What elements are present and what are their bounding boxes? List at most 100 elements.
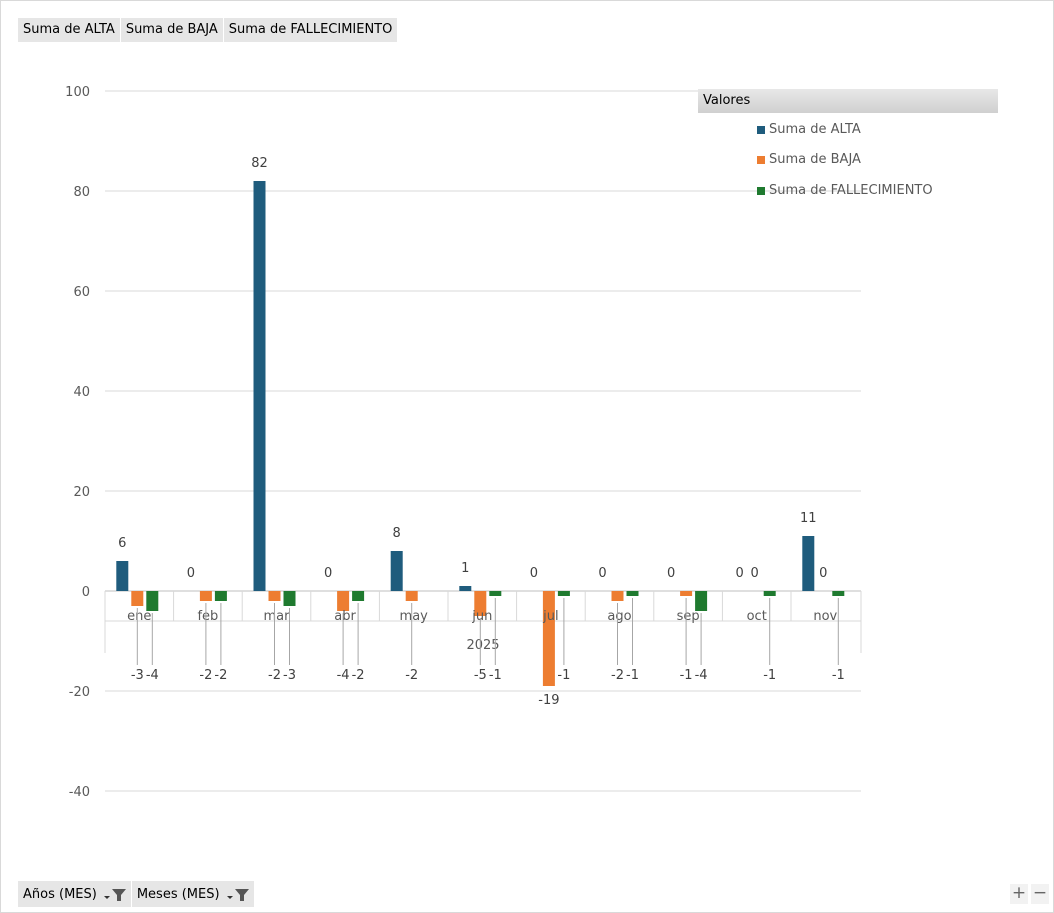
data-label: 11: [800, 511, 817, 526]
data-label: -2: [199, 668, 212, 683]
field-button-alta[interactable]: Suma de ALTA: [18, 18, 121, 42]
bar: [214, 591, 227, 601]
data-label: 0: [598, 566, 606, 581]
value-field-buttons: Suma de ALTA Suma de BAJA Suma de FALLEC…: [18, 18, 399, 42]
x-tick-label: mar: [264, 609, 291, 624]
data-label: 0: [751, 566, 759, 581]
data-label: -1: [626, 668, 639, 683]
legend-title: Valores: [698, 89, 998, 113]
filter-button-months[interactable]: Meses (MES): [131, 881, 255, 907]
legend-swatch-baja: [757, 155, 765, 164]
data-label: -1: [763, 668, 776, 683]
data-label: -3: [131, 668, 144, 683]
x-tick-label: oct: [747, 609, 767, 624]
y-tick-label: 0: [82, 585, 90, 600]
data-label: 0: [324, 566, 332, 581]
data-label: -1: [680, 668, 693, 683]
data-label: -2: [214, 668, 227, 683]
data-label: -19: [538, 693, 559, 708]
zoom-out-button[interactable]: −: [1031, 883, 1049, 904]
bar: [283, 591, 296, 606]
bar: [695, 591, 708, 611]
data-label: -2: [611, 668, 624, 683]
data-label: -3: [283, 668, 296, 683]
bar: [542, 591, 555, 686]
data-label: 6: [118, 536, 126, 551]
bar: [131, 591, 144, 606]
legend-swatch-alta: [757, 125, 765, 134]
legend-item-alta[interactable]: Suma de ALTA: [757, 122, 861, 137]
field-button-baja[interactable]: Suma de BAJA: [120, 18, 224, 42]
x-tick-label: sep: [677, 609, 700, 624]
y-tick-label: 100: [65, 85, 90, 100]
y-tick-label: -20: [69, 685, 90, 700]
x-group-label: 2025: [466, 638, 499, 653]
bar: [199, 591, 212, 601]
data-label: -4: [695, 668, 708, 683]
filter-label-years: Años (MES): [23, 886, 97, 902]
bar: [832, 591, 845, 596]
bar: [611, 591, 624, 601]
zoom-in-button[interactable]: +: [1010, 883, 1028, 904]
data-label: 1: [461, 561, 469, 576]
bar: [253, 181, 266, 591]
data-label: -1: [557, 668, 570, 683]
x-tick-label: feb: [197, 609, 218, 624]
bar: [405, 591, 418, 601]
legend-label-baja: Suma de BAJA: [769, 152, 861, 167]
y-tick-label: -40: [69, 785, 90, 800]
bar: [802, 536, 815, 591]
x-tick-label: ene: [127, 609, 151, 624]
legend-item-baja[interactable]: Suma de BAJA: [757, 152, 861, 167]
filter-button-years[interactable]: Años (MES): [18, 881, 132, 907]
y-tick-label: 20: [73, 485, 90, 500]
bar: [390, 551, 403, 591]
data-label: 82: [251, 156, 268, 171]
legend: Valores Suma de ALTA Suma de BAJA Suma d…: [698, 89, 998, 198]
x-tick-label: nov: [813, 609, 837, 624]
legend-label-alta: Suma de ALTA: [769, 122, 861, 137]
filter-dropdown-icon[interactable]: [226, 886, 250, 902]
bar: [459, 586, 472, 591]
data-label: 0: [736, 566, 744, 581]
data-label: -1: [832, 668, 845, 683]
data-label: -4: [337, 668, 350, 683]
data-label: 0: [530, 566, 538, 581]
bar: [557, 591, 570, 596]
bar: [268, 591, 281, 601]
legend-swatch-fallecimiento: [757, 186, 765, 195]
data-label: 0: [667, 566, 675, 581]
x-tick-label: jul: [542, 609, 558, 624]
legend-label-fallecimiento: Suma de FALLECIMIENTO: [769, 183, 933, 198]
filter-label-months: Meses (MES): [136, 886, 220, 902]
bar: [626, 591, 639, 596]
legend-item-fallecimiento[interactable]: Suma de FALLECIMIENTO: [757, 183, 933, 198]
bar: [352, 591, 365, 601]
data-label: -4: [146, 668, 159, 683]
filter-dropdown-icon[interactable]: [103, 886, 127, 902]
data-label: 0: [187, 566, 195, 581]
y-tick-label: 40: [73, 385, 90, 400]
y-tick-label: 80: [73, 185, 90, 200]
x-tick-label: jun: [471, 609, 492, 624]
data-label: 8: [393, 526, 401, 541]
x-tick-label: ago: [607, 609, 631, 624]
bar: [489, 591, 502, 596]
y-tick-label: 60: [73, 285, 90, 300]
field-button-fallecimiento[interactable]: Suma de FALLECIMIENTO: [223, 18, 399, 42]
bar: [763, 591, 776, 596]
bar: [474, 591, 487, 616]
data-label: 0: [819, 566, 827, 581]
bar: [146, 591, 159, 611]
data-label: -5: [474, 668, 487, 683]
data-label: -2: [405, 668, 418, 683]
bar: [337, 591, 350, 611]
x-tick-label: may: [400, 609, 429, 624]
bar: [116, 561, 129, 591]
data-label: -2: [268, 668, 281, 683]
x-tick-label: abr: [334, 609, 356, 624]
data-label: -1: [489, 668, 502, 683]
axis-filter-buttons: Años (MES) Meses (MES): [18, 881, 255, 907]
data-label: -2: [352, 668, 365, 683]
